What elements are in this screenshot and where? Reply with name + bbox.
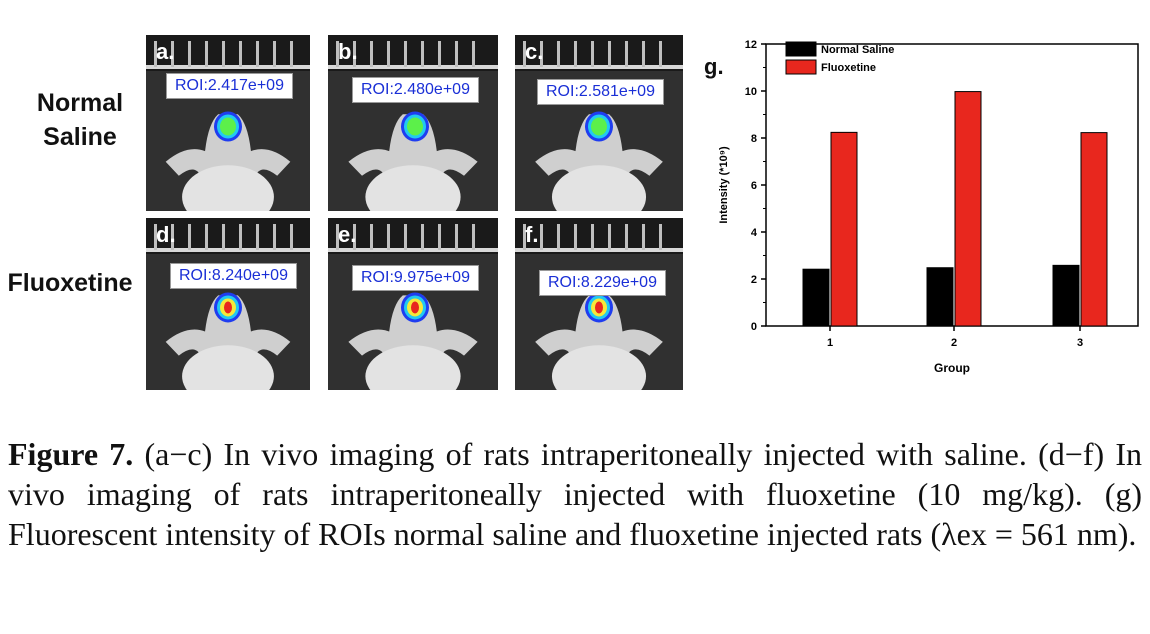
x-axis-label: Group [934, 361, 970, 375]
panel-label: f. [525, 222, 539, 247]
rat-image [328, 218, 498, 390]
y-tick-label: 12 [745, 39, 757, 51]
image-panel-d: d. ROI:8.240e+09 [146, 218, 310, 390]
row-label-line1: Normal [36, 89, 124, 117]
x-tick-label: 1 [827, 337, 833, 349]
y-tick-label: 6 [751, 180, 757, 192]
y-tick-label: 8 [751, 133, 757, 145]
chart-panel-label: g. [704, 54, 724, 79]
caption-label: Figure 7. [8, 436, 134, 472]
row-label-fluoxetine: Fluoxetine [7, 269, 133, 297]
rat-image [146, 35, 310, 211]
image-panel-e: e. ROI:9.975e+09 [328, 218, 498, 390]
figure-caption: Figure 7. (a−c) In vivo imaging of rats … [8, 434, 1142, 554]
roi-value-label: ROI:9.975e+09 [352, 265, 479, 291]
y-tick-label: 2 [751, 274, 757, 286]
rat-image [515, 35, 683, 211]
bar-normal-saline-group-2 [926, 267, 954, 327]
panel-label: c. [525, 39, 544, 64]
image-panel-b: b. ROI:2.480e+09 [328, 35, 498, 211]
legend-swatch-fluoxetine [785, 59, 817, 75]
legend-entry: Normal Saline [821, 44, 894, 56]
y-tick-label: 10 [745, 86, 757, 98]
row-label-line2: Saline [43, 123, 117, 151]
bar-fluoxetine-group-2 [954, 91, 982, 327]
roi-value-label: ROI:2.480e+09 [352, 77, 479, 103]
x-tick-label: 3 [1077, 337, 1083, 349]
bar-normal-saline-group-1 [802, 268, 830, 327]
bar-normal-saline-group-3 [1052, 264, 1080, 327]
panel-label: b. [338, 39, 358, 64]
image-panel-f: f. ROI:8.229e+09 [515, 218, 683, 390]
panel-label: e. [338, 222, 357, 247]
rat-image [515, 218, 683, 390]
bar-fluoxetine-group-3 [1080, 132, 1108, 327]
rat-image [146, 218, 310, 390]
roi-value-label: ROI:2.581e+09 [537, 79, 664, 105]
row-label-normal-saline: Normal Saline [20, 86, 140, 154]
bar-fluoxetine-group-1 [830, 131, 858, 327]
image-panel-c: c. ROI:2.581e+09 [515, 35, 683, 211]
panel-label: a. [156, 39, 175, 64]
legend-swatch-normal-saline [785, 41, 817, 57]
rat-image [328, 35, 498, 211]
legend-entry: Fluoxetine [821, 62, 876, 74]
roi-value-label: ROI:2.417e+09 [166, 73, 293, 99]
roi-value-label: ROI:8.229e+09 [539, 270, 666, 296]
caption-text: (a−c) In vivo imaging of rats intraperit… [8, 436, 1143, 552]
y-axis-label: Intensity (*10⁹) [718, 146, 730, 224]
y-tick-label: 0 [751, 321, 757, 333]
y-tick-label: 4 [751, 227, 758, 239]
panel-label: d. [156, 222, 176, 247]
roi-value-label: ROI:8.240e+09 [170, 263, 297, 289]
x-tick-label: 2 [951, 337, 957, 349]
image-panel-a: a. ROI:2.417e+09 [146, 35, 310, 211]
